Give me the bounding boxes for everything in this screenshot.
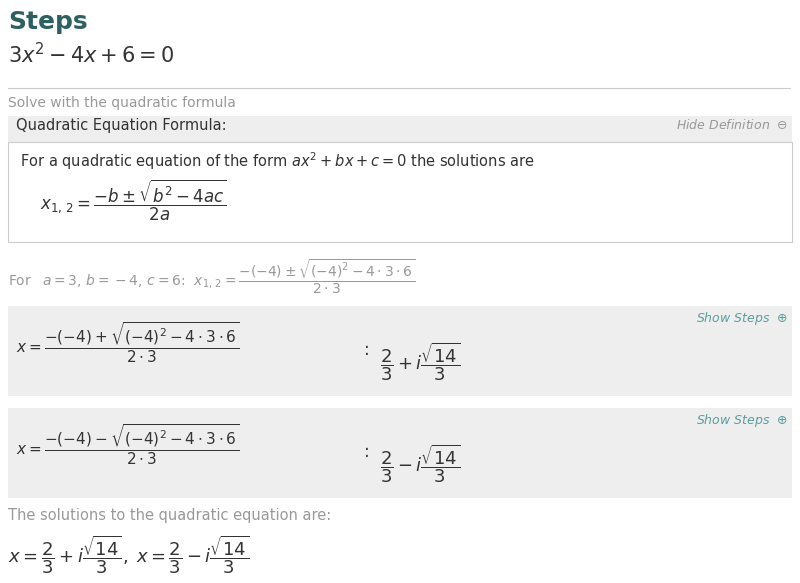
Bar: [8, 142, 792, 242]
Text: The solutions to the quadratic equation are:: The solutions to the quadratic equation …: [8, 508, 331, 523]
Bar: [8, 116, 792, 142]
Text: $3x^2 - 4x + 6 = 0$: $3x^2 - 4x + 6 = 0$: [8, 42, 174, 67]
Text: $\dfrac{2}{3} - i\dfrac{\sqrt{14}}{3}$: $\dfrac{2}{3} - i\dfrac{\sqrt{14}}{3}$: [380, 442, 461, 484]
Text: $x = \dfrac{-(-4) - \sqrt{(-4)^2 - 4 \cdot 3 \cdot 6}}{2 \cdot 3}$: $x = \dfrac{-(-4) - \sqrt{(-4)^2 - 4 \cd…: [16, 422, 239, 466]
Text: $x_{1,\,2} = \dfrac{-b \pm \sqrt{b^2 - 4ac}}{2a}$: $x_{1,\,2} = \dfrac{-b \pm \sqrt{b^2 - 4…: [40, 178, 226, 223]
Text: Steps: Steps: [8, 10, 88, 34]
Text: Hide Definition  $\ominus$: Hide Definition $\ominus$: [676, 118, 788, 132]
Text: $:$: $:$: [360, 341, 369, 359]
Text: Solve with the quadratic formula: Solve with the quadratic formula: [8, 96, 236, 110]
Text: $\dfrac{2}{3} + i\dfrac{\sqrt{14}}{3}$: $\dfrac{2}{3} + i\dfrac{\sqrt{14}}{3}$: [380, 340, 461, 382]
Bar: [8, 306, 792, 396]
Text: For a quadratic equation of the form $ax^2 + bx + c = 0$ the solutions are: For a quadratic equation of the form $ax…: [20, 150, 534, 172]
Text: $x = \dfrac{-(-4) + \sqrt{(-4)^2 - 4 \cdot 3 \cdot 6}}{2 \cdot 3}$: $x = \dfrac{-(-4) + \sqrt{(-4)^2 - 4 \cd…: [16, 320, 239, 365]
Text: Show Steps  $\oplus$: Show Steps $\oplus$: [696, 310, 788, 327]
Text: Quadratic Equation Formula:: Quadratic Equation Formula:: [16, 118, 226, 133]
Text: For $\;\;a=3,\,b=-4,\,c=6$:  $x_{1,\,2} = \dfrac{-(-4) \pm \sqrt{(-4)^2 - 4 \cdo: For $\;\;a=3,\,b=-4,\,c=6$: $x_{1,\,2} =…: [8, 258, 415, 296]
Text: $:$: $:$: [360, 443, 369, 461]
Text: $x = \dfrac{2}{3} + i\dfrac{\sqrt{14}}{3},\; x = \dfrac{2}{3} - i\dfrac{\sqrt{14: $x = \dfrac{2}{3} + i\dfrac{\sqrt{14}}{3…: [8, 533, 250, 576]
Bar: [8, 408, 792, 498]
Text: Show Steps  $\oplus$: Show Steps $\oplus$: [696, 412, 788, 429]
